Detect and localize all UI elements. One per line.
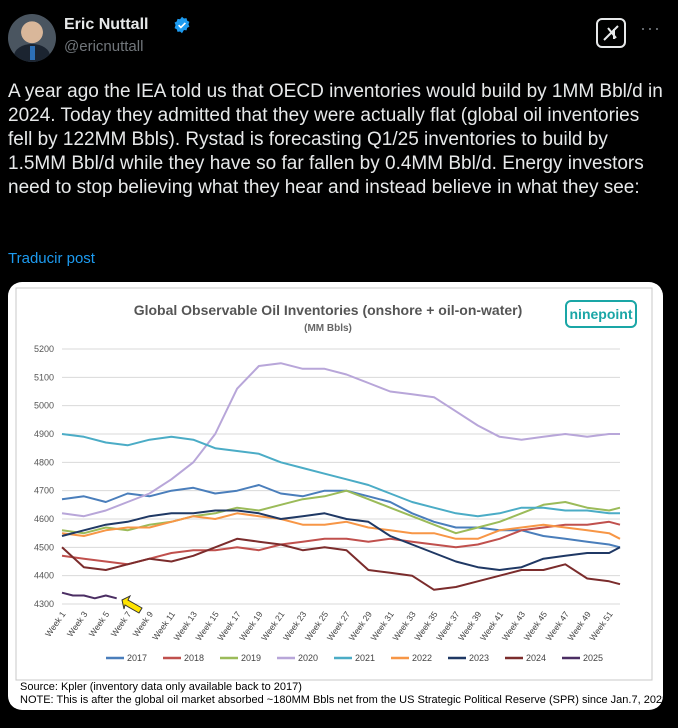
ninepoint-logo: ninepoint: [565, 300, 637, 328]
inventory-chart: Global Observable Oil Inventories (onsho…: [10, 284, 663, 708]
footnote: NOTE: This is after the global oil marke…: [20, 694, 663, 706]
y-tick-label: 5100: [34, 372, 54, 382]
avatar[interactable]: [8, 14, 56, 62]
y-tick-label: 4300: [34, 599, 54, 609]
legend-label: 2017: [127, 653, 147, 663]
arrow-icon: [121, 594, 143, 614]
legend-label: 2022: [412, 653, 432, 663]
y-tick-label: 4700: [34, 486, 54, 496]
author-name[interactable]: Eric Nuttall: [64, 16, 149, 33]
series-line-2022: [61, 512, 621, 540]
more-icon[interactable]: ···: [640, 18, 661, 38]
legend-label: 2018: [184, 653, 204, 663]
series-line-2025: [61, 591, 117, 600]
y-tick-label: 4800: [34, 457, 54, 467]
grok-icon[interactable]: [596, 18, 626, 48]
y-tick-label: 4600: [34, 514, 54, 524]
chart-subtitle: (MM Bbls): [304, 323, 352, 334]
series-line-2018: [61, 520, 621, 566]
series-line-2023: [61, 509, 621, 571]
chart-image[interactable]: Global Observable Oil Inventories (onsho…: [8, 282, 663, 710]
legend-label: 2024: [526, 653, 546, 663]
series-line-2021: [61, 433, 620, 518]
y-tick-label: 5200: [34, 344, 54, 354]
legend-label: 2019: [241, 653, 261, 663]
post-header: Eric Nuttall @ericnuttall ···: [8, 14, 670, 62]
legend-label: 2025: [583, 653, 603, 663]
verified-badge-icon: [174, 16, 190, 34]
tweet-text: A year ago the IEA told us that OECD inv…: [8, 81, 663, 198]
series-line-2020: [61, 362, 620, 518]
y-tick-label: 4400: [34, 571, 54, 581]
chart-title: Global Observable Oil Inventories (onsho…: [134, 302, 523, 318]
legend-label: 2021: [355, 653, 375, 663]
source-note: Source: Kpler (inventory data only avail…: [20, 681, 302, 693]
series-line-2024: [61, 537, 621, 591]
translate-link[interactable]: Traducir post: [8, 250, 95, 267]
logo-text: ninepoint: [570, 306, 633, 322]
y-tick-label: 4500: [34, 542, 54, 552]
y-tick-label: 4900: [34, 429, 54, 439]
legend-label: 2023: [469, 653, 489, 663]
author-handle[interactable]: @ericnuttall: [64, 38, 144, 55]
y-tick-label: 5000: [34, 401, 54, 411]
legend-label: 2020: [298, 653, 318, 663]
